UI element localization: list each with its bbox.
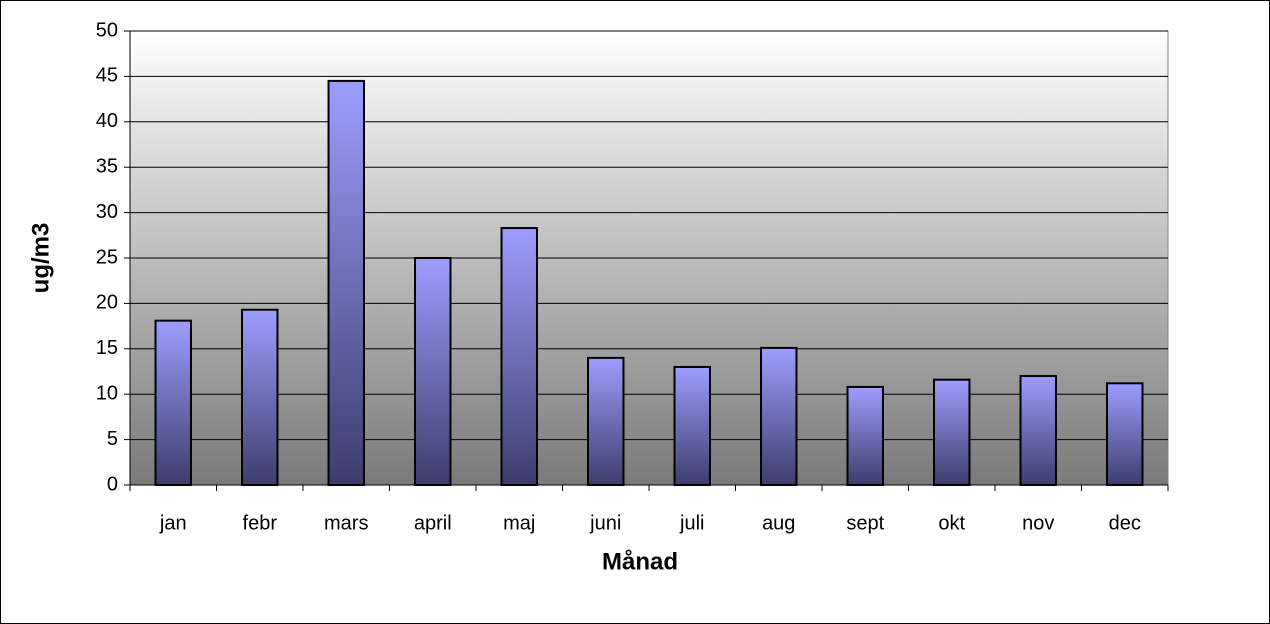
bar [846, 385, 884, 487]
bar [241, 308, 279, 487]
x-tick-label: juni [589, 512, 621, 534]
y-tick-label: 10 [96, 382, 118, 404]
bar [500, 227, 538, 486]
x-tick-label: okt [938, 512, 965, 534]
y-tick-label: 5 [107, 428, 118, 450]
x-tick-label: mars [324, 512, 368, 534]
y-tick-label: 25 [96, 246, 118, 268]
x-tick-label: febr [243, 512, 278, 534]
y-tick-label: 15 [96, 337, 118, 359]
bar [327, 79, 365, 486]
x-tick-label: aug [762, 512, 795, 534]
y-tick-label: 0 [107, 473, 118, 495]
bar [933, 378, 971, 486]
y-tick-label: 45 [96, 65, 118, 87]
y-tick-label: 30 [96, 201, 118, 223]
bar [673, 365, 711, 486]
x-axis-label: Månad [602, 548, 678, 575]
bar [1019, 375, 1057, 487]
x-tick-label: juli [679, 512, 704, 534]
y-axis-label: ug/m3 [27, 223, 54, 294]
bar [414, 257, 452, 486]
x-tick-label: sept [846, 512, 884, 534]
y-tick-label: 20 [96, 292, 118, 314]
x-tick-label: april [414, 512, 452, 534]
bar [154, 319, 192, 487]
y-tick-label: 50 [96, 19, 118, 41]
bar [1106, 382, 1144, 486]
bar [760, 346, 798, 486]
x-tick-label: dec [1109, 512, 1141, 534]
x-tick-label: maj [503, 512, 535, 534]
x-tick-label: jan [159, 512, 187, 534]
y-tick-label: 35 [96, 155, 118, 177]
bar [587, 356, 625, 487]
x-tick-label: nov [1022, 512, 1054, 534]
y-tick-label: 40 [96, 110, 118, 132]
